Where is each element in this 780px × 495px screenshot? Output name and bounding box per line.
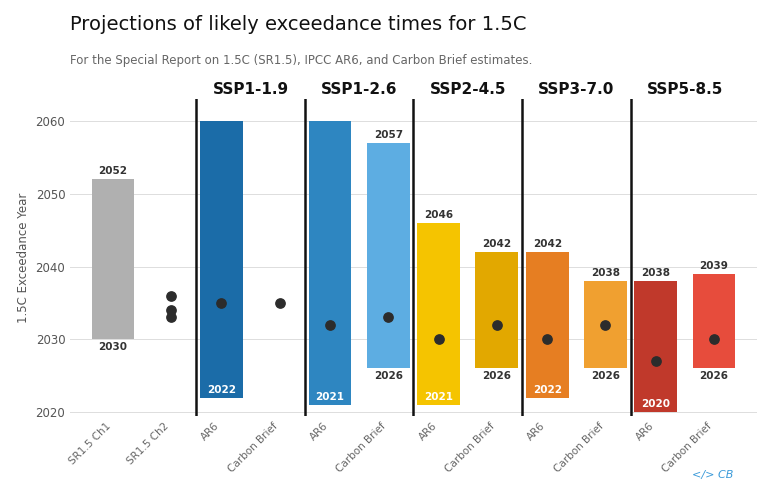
- Text: 2030: 2030: [98, 342, 127, 352]
- Bar: [693, 274, 736, 368]
- Text: SSP2-4.5: SSP2-4.5: [430, 82, 506, 97]
- Text: 2020: 2020: [641, 399, 670, 409]
- Text: </> CB: </> CB: [692, 470, 733, 480]
- Bar: [309, 121, 351, 405]
- Text: 2021: 2021: [316, 392, 345, 402]
- Text: 2022: 2022: [533, 385, 562, 395]
- Bar: [526, 252, 569, 397]
- Bar: [91, 179, 134, 340]
- Text: 2022: 2022: [207, 385, 236, 395]
- Bar: [367, 143, 410, 368]
- Point: [165, 292, 177, 299]
- Text: 2026: 2026: [374, 371, 402, 381]
- Text: 2046: 2046: [424, 210, 453, 220]
- Text: 2039: 2039: [700, 261, 729, 271]
- Point: [541, 336, 554, 344]
- Point: [432, 336, 445, 344]
- Point: [491, 321, 503, 329]
- Text: 2042: 2042: [533, 239, 562, 249]
- Point: [324, 321, 336, 329]
- Text: 2021: 2021: [424, 392, 453, 402]
- Y-axis label: 1.5C Exceedance Year: 1.5C Exceedance Year: [17, 192, 30, 323]
- Bar: [200, 121, 243, 397]
- Bar: [417, 223, 460, 405]
- Text: SSP1-1.9: SSP1-1.9: [212, 82, 289, 97]
- Point: [382, 313, 395, 321]
- Text: 2026: 2026: [700, 371, 729, 381]
- Text: For the Special Report on 1.5C (SR1.5), IPCC AR6, and Carbon Brief estimates.: For the Special Report on 1.5C (SR1.5), …: [70, 54, 533, 67]
- Text: 2038: 2038: [591, 268, 620, 278]
- Point: [165, 306, 177, 314]
- Point: [273, 299, 285, 307]
- Text: 2057: 2057: [374, 130, 402, 140]
- Text: Projections of likely exceedance times for 1.5C: Projections of likely exceedance times f…: [70, 15, 527, 34]
- Point: [599, 321, 612, 329]
- Bar: [634, 281, 677, 412]
- Text: SSP5-8.5: SSP5-8.5: [647, 82, 723, 97]
- Text: 2052: 2052: [98, 166, 127, 176]
- Point: [707, 336, 720, 344]
- Text: SSP1-2.6: SSP1-2.6: [321, 82, 397, 97]
- Point: [650, 357, 662, 365]
- Bar: [476, 252, 518, 368]
- Text: 2026: 2026: [591, 371, 620, 381]
- Text: 2038: 2038: [641, 268, 670, 278]
- Text: 2042: 2042: [482, 239, 512, 249]
- Text: SSP3-7.0: SSP3-7.0: [538, 82, 615, 97]
- Point: [215, 299, 228, 307]
- Bar: [584, 281, 626, 368]
- Point: [165, 313, 177, 321]
- Text: 2026: 2026: [482, 371, 511, 381]
